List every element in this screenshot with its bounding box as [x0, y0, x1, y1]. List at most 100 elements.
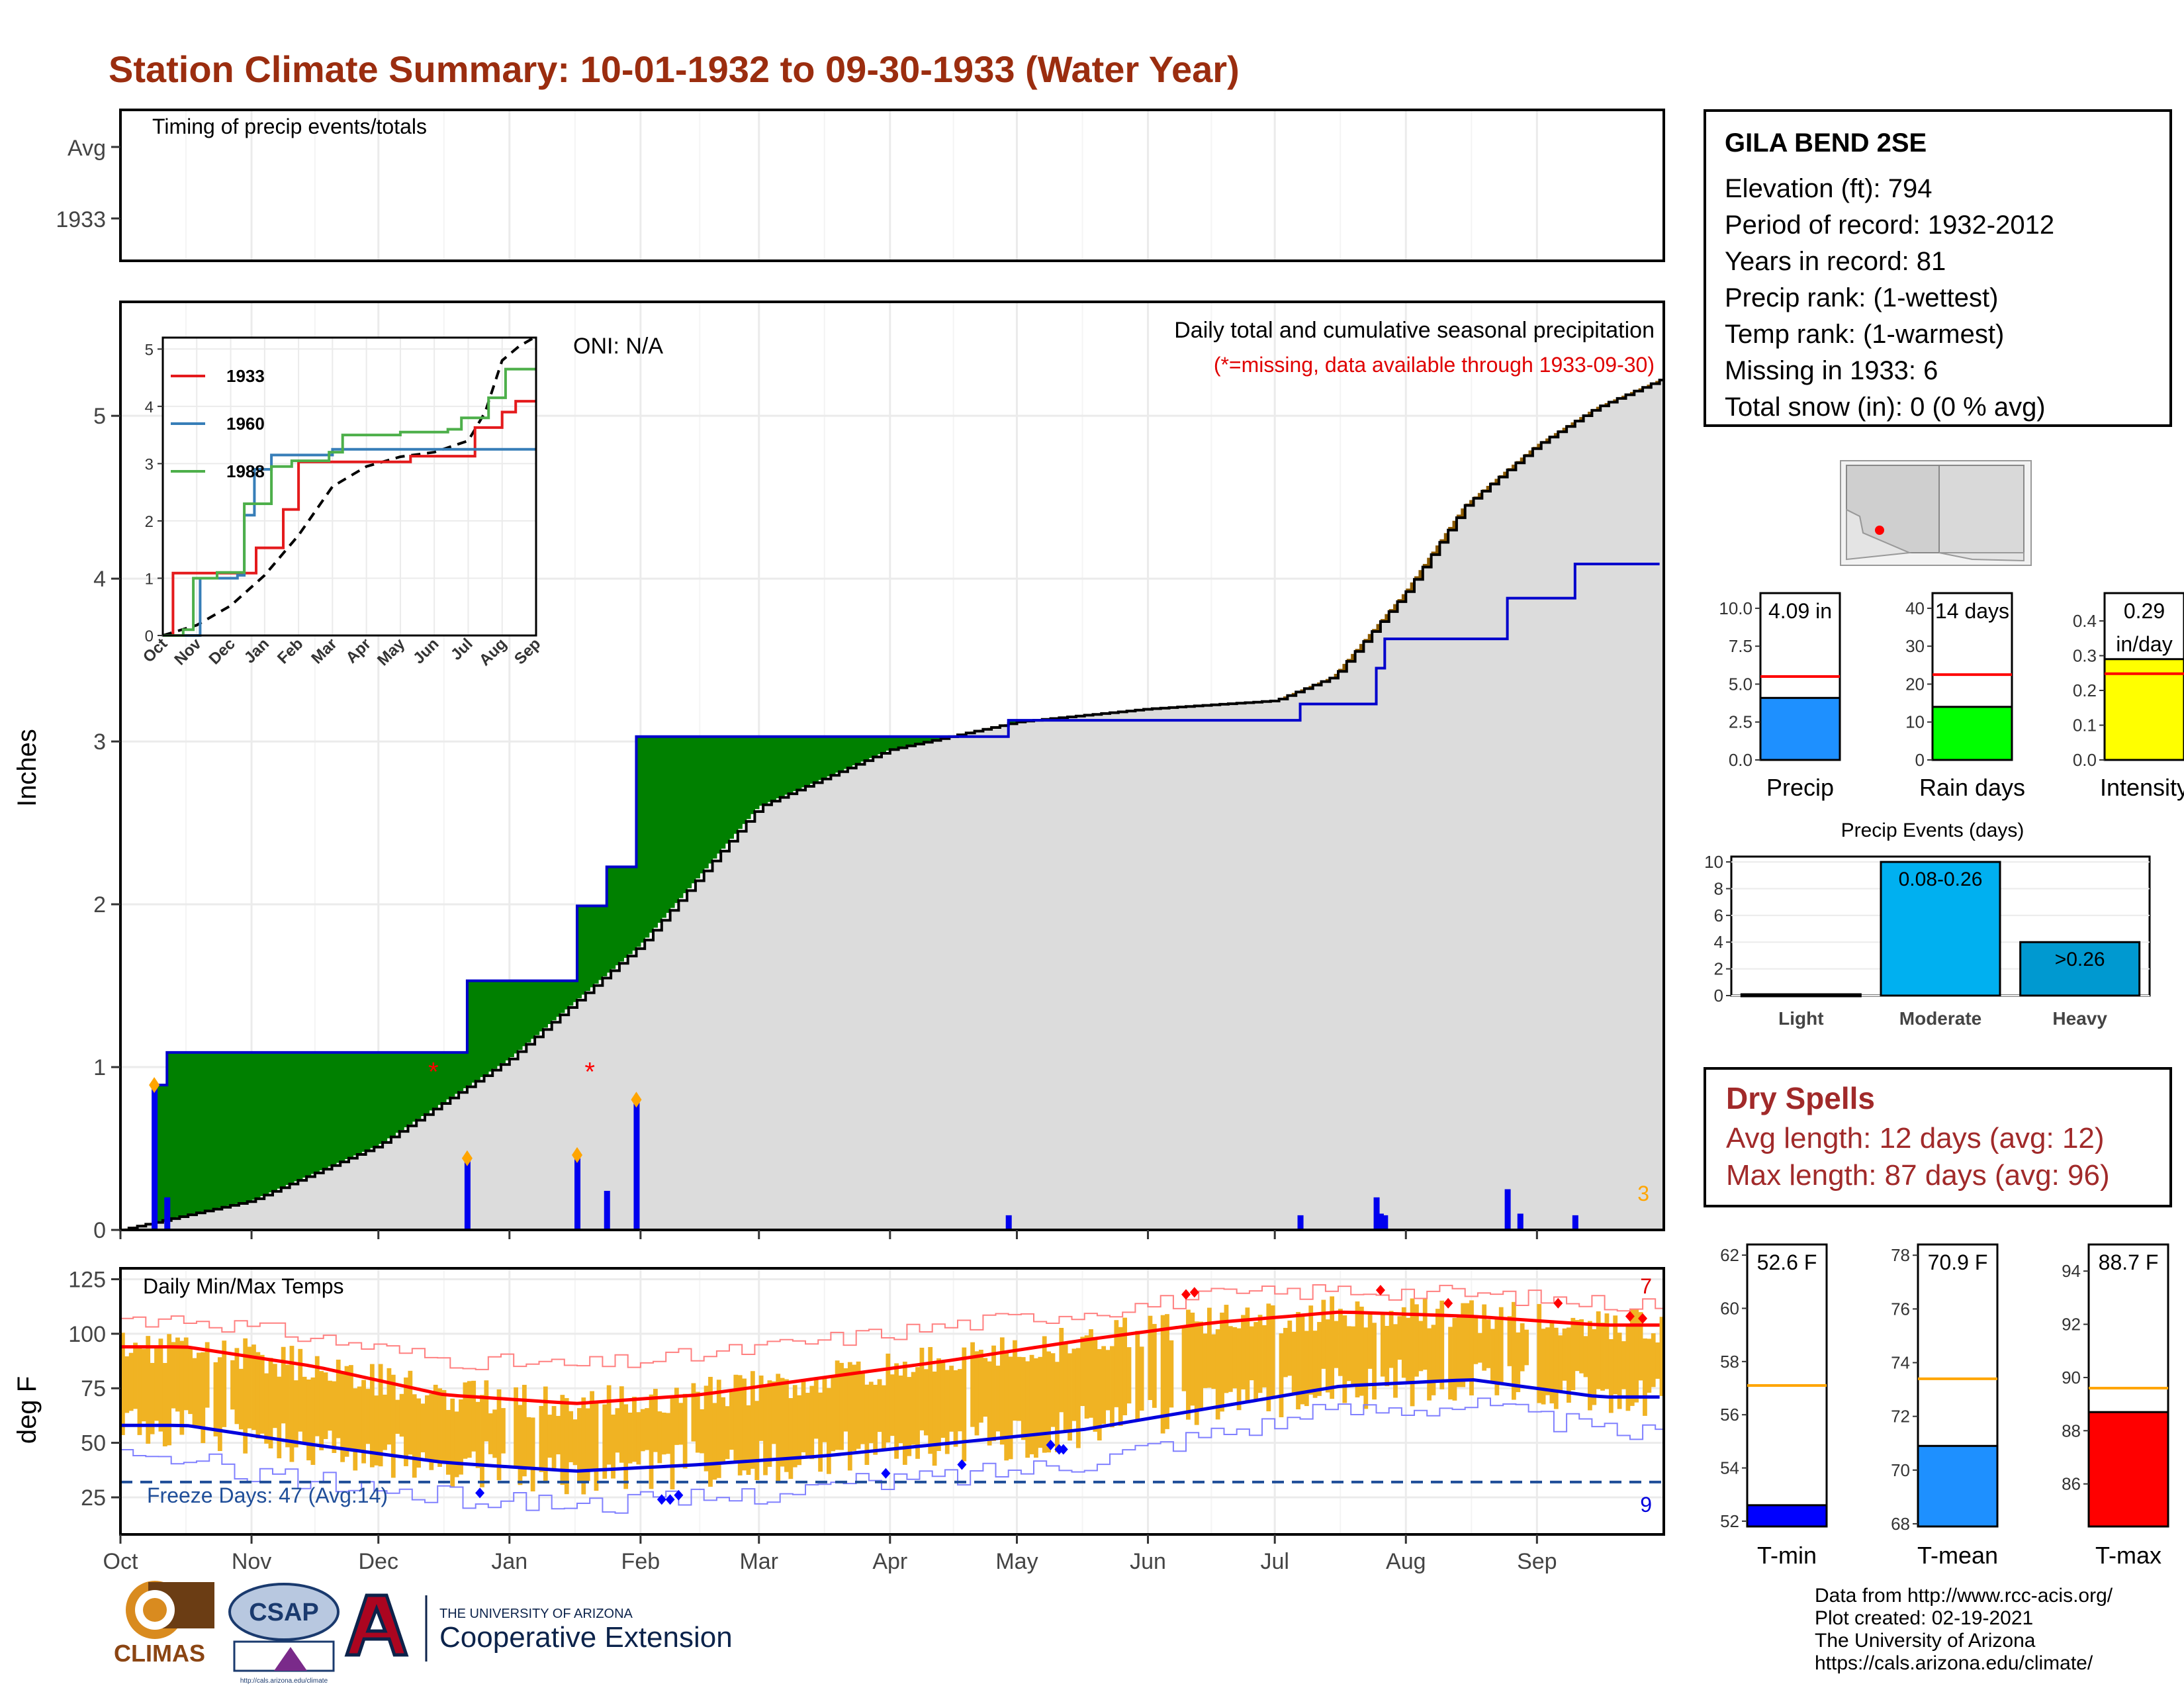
month-tick-label: Apr — [872, 1549, 907, 1574]
events-ytick-label: 8 — [1714, 878, 1723, 898]
mini-tick-label: 10.0 — [1719, 598, 1752, 618]
inset-ytick-label: 5 — [145, 341, 154, 359]
events-bar-heavy — [2019, 941, 2141, 997]
credit-data-source: Data from http://www.rcc-acis.org/ — [1815, 1585, 2113, 1607]
inset-xtick-label: Sep — [511, 635, 544, 668]
precip-ytick-label: 1 — [93, 1055, 106, 1080]
mini-tick-label: 72 — [1891, 1407, 1910, 1427]
record-low-marker — [657, 1494, 666, 1505]
mini-label: T-min — [1757, 1542, 1817, 1569]
station-info-panel: GILA BEND 2SE Elevation (ft): 794 Period… — [1704, 109, 2172, 427]
mini-tick-label: 30 — [1905, 636, 1925, 656]
mini-tick-label: 70 — [1891, 1460, 1910, 1480]
mini-tick-label: 56 — [1720, 1405, 1739, 1425]
precip-ytick-label: 5 — [93, 404, 106, 429]
inset-xtick-label: Aug — [476, 635, 510, 669]
daily-precip-bar — [1517, 1213, 1524, 1230]
daily-precip-bar — [633, 1100, 640, 1230]
ua-big-text: Cooperative Extension — [439, 1621, 733, 1654]
daily-precip-bar — [1005, 1215, 1012, 1230]
precip-ytick-label: 4 — [93, 567, 106, 592]
precip-ytick-label: 0 — [93, 1218, 106, 1243]
events-ytick-label: 2 — [1714, 959, 1723, 979]
temp-ylabel: deg F — [13, 1376, 42, 1444]
mini-value-text: 14 days — [1935, 599, 2009, 623]
mini-label: T-max — [2095, 1542, 2161, 1569]
heavy-event-marker — [149, 1077, 160, 1094]
freeze-days-text: Freeze Days: 47 (Avg:14) — [147, 1483, 388, 1507]
temp-chart: 25 50 75 100 125 Daily Min/Max Temps Freeze … — [13, 1267, 1665, 1574]
station-name: GILA BEND 2SE — [1725, 128, 1927, 158]
events-category-label: Moderate — [1899, 1008, 1981, 1029]
events-category-label: Heavy — [2052, 1008, 2107, 1029]
inset-legend-1960: 1960 — [226, 414, 265, 434]
station-missing: Missing in 1933: 6 — [1725, 356, 1938, 385]
month-tick-label: Feb — [621, 1549, 660, 1574]
observed-cumulative-line — [120, 563, 1660, 1231]
location-map — [1840, 460, 2032, 566]
daily-precip-bar — [464, 1158, 471, 1230]
mini-temp-charts: 52 54 56 58 60 62 52.6 F T-min 68 70 72 74 76 78 70.9 … — [1720, 1243, 2169, 1569]
inset-xtick-label: Jul — [447, 635, 477, 664]
mini-tick-label: 90 — [2062, 1368, 2081, 1387]
mini-value-bar — [2087, 1411, 2169, 1528]
record-high-line — [120, 1284, 1664, 1370]
mini-value-bar — [1759, 696, 1841, 761]
mini-panel-rain-days: 0 10 20 30 40 14 days Rain days — [1905, 592, 2025, 801]
mini-tick-label: 40 — [1905, 598, 1925, 618]
events-bar-label: >0.26 — [2055, 949, 2105, 970]
dry-spells-avg: Avg length: 12 days (avg: 12) — [1726, 1122, 2105, 1154]
record-low-marker — [475, 1487, 485, 1499]
inset-xtick-label: Feb — [274, 635, 306, 667]
month-tick-label: Oct — [103, 1549, 138, 1574]
mini-tick-label: 74 — [1891, 1353, 1910, 1373]
mini-label: T-mean — [1917, 1542, 1998, 1569]
mini-value-text: 0.29 — [2124, 599, 2165, 623]
dry-spells-title: Dry Spells — [1726, 1081, 1875, 1115]
record-low-marker — [665, 1494, 675, 1505]
inset-xtick-label: Mar — [308, 635, 340, 667]
daily-precip-bar — [1572, 1215, 1578, 1230]
ua-logo: THE UNIVERSITY OF ARIZONA Cooperative Ex… — [344, 1593, 733, 1662]
temp-ytick-label: 50 — [81, 1431, 106, 1456]
inset-ytick-label: 0 — [145, 628, 154, 645]
daily-precip-bar — [1377, 1213, 1384, 1230]
precip-events-chart: Precip Events (days) 0 2 4 6 8 10 Light 0.08-0.… — [1704, 820, 2151, 1029]
normal-cumulative-line — [120, 379, 1664, 1231]
month-tick-label: Jan — [491, 1549, 527, 1574]
mini-tick-label: 54 — [1720, 1458, 1739, 1478]
mini-label: Precip — [1766, 774, 1834, 801]
station-location-dot — [1875, 526, 1884, 535]
station-snow: Total snow (in): 0 (0 % avg) — [1725, 393, 2046, 422]
inset-xtick-label: Dec — [206, 635, 239, 668]
inset-legend-1988: 1988 — [226, 461, 265, 481]
mini-value-bar — [1931, 706, 2013, 761]
record-high-marker — [1638, 1313, 1648, 1324]
daily-precip-bar — [152, 1085, 158, 1230]
station-elevation: Elevation (ft): 794 — [1725, 174, 1933, 203]
temp-ytick-label: 25 — [81, 1485, 106, 1511]
mini-value-bar — [2103, 658, 2184, 761]
mini-tick-label: 86 — [2062, 1474, 2081, 1494]
mini-panel-t-min: 52 54 56 58 60 62 52.6 F T-min — [1720, 1243, 1828, 1569]
daily-precip-bar — [1373, 1197, 1380, 1230]
mini-tick-label: 0.3 — [2073, 646, 2097, 666]
month-tick-label: Aug — [1386, 1549, 1426, 1574]
mini-tick-label: 0.2 — [2073, 680, 2097, 700]
normal-cumulative-area — [120, 380, 1664, 1230]
timing-chart: 25%50%75%FirstLast25%50%75%FirstLast Tim… — [56, 109, 1665, 262]
daily-precip-bar — [604, 1190, 610, 1230]
record-high-marker — [1625, 1311, 1635, 1322]
mini-tick-label: 5.0 — [1729, 674, 1752, 694]
csap-text: CSAP — [249, 1599, 319, 1626]
month-tick-label: Mar — [739, 1549, 778, 1574]
inset-legend-1933: 1933 — [226, 366, 265, 386]
mini-value-bar — [1746, 1504, 1828, 1528]
record-high-marker — [1189, 1287, 1199, 1298]
record-low-marker — [674, 1489, 684, 1501]
mini-panel-precip: 0.0 2.5 5.0 7.5 10.0 4.09 in Precip — [1719, 592, 1841, 801]
mini-tick-label: 2.5 — [1729, 712, 1752, 732]
record-high-marker — [1181, 1289, 1191, 1300]
station-years: Years in record: 81 — [1725, 247, 1946, 276]
mini-tick-label: 7.5 — [1729, 636, 1752, 656]
